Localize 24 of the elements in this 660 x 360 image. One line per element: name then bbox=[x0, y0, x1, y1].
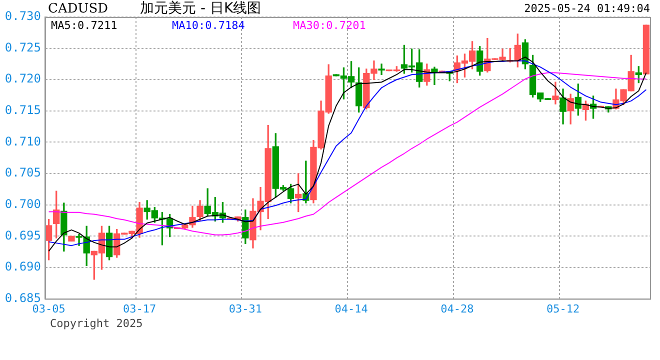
text: MA5:0.7211 bbox=[51, 18, 118, 32]
text: MA10:0.7184 bbox=[172, 18, 246, 32]
x-tick-label: 03-17 bbox=[122, 302, 156, 316]
x-tick-label: 03-31 bbox=[228, 302, 262, 316]
x-tick-label: 04-14 bbox=[334, 302, 368, 316]
y-tick-label: 0.730 bbox=[4, 9, 41, 24]
text: MA30:0.7201 bbox=[293, 18, 366, 32]
chart-title: 加元美元 - 日K线图 bbox=[140, 0, 262, 17]
text: Copyright 2025 bbox=[50, 316, 143, 330]
x-tick-label: 03-05 bbox=[32, 302, 66, 316]
candlestick bbox=[378, 64, 385, 75]
y-tick-label: 0.700 bbox=[4, 196, 41, 211]
text: 2025-05-24 01:49:04 bbox=[524, 2, 650, 15]
y-tick-label: 0.695 bbox=[4, 228, 41, 242]
y-tick-label: 0.715 bbox=[4, 103, 41, 118]
chart-subtitle: CADUSD bbox=[48, 1, 108, 16]
y-tick-label: 0.705 bbox=[4, 166, 41, 180]
y-tick-label: 0.720 bbox=[4, 72, 41, 86]
y-tick-label: 0.690 bbox=[4, 260, 41, 274]
y-tick-label: 0.685 bbox=[4, 290, 41, 305]
x-tick-label: 04-28 bbox=[440, 302, 474, 316]
y-tick-label: 0.710 bbox=[4, 134, 41, 148]
y-tick-label: 0.725 bbox=[4, 40, 41, 54]
x-tick-label: 05-12 bbox=[546, 302, 580, 316]
